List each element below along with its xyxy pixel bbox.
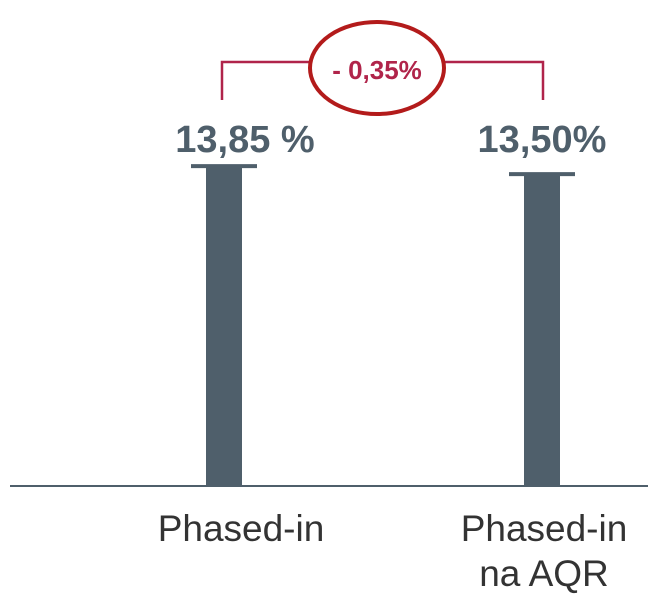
value-label-phased-in: 13,85 % [175,119,314,161]
category-label-phased-in-na-aqr-line1: Phased-in [461,508,628,549]
difference-ellipse [308,20,446,116]
bar-phased-in [206,166,242,486]
category-label-phased-in: Phased-in [158,508,325,549]
bar-phased-in-na-aqr [524,174,560,486]
value-label-phased-in-na-aqr: 13,50% [478,119,607,161]
category-label-phased-in-na-aqr-line2: na AQR [479,553,609,594]
difference-label: - 0,35% [332,55,422,85]
